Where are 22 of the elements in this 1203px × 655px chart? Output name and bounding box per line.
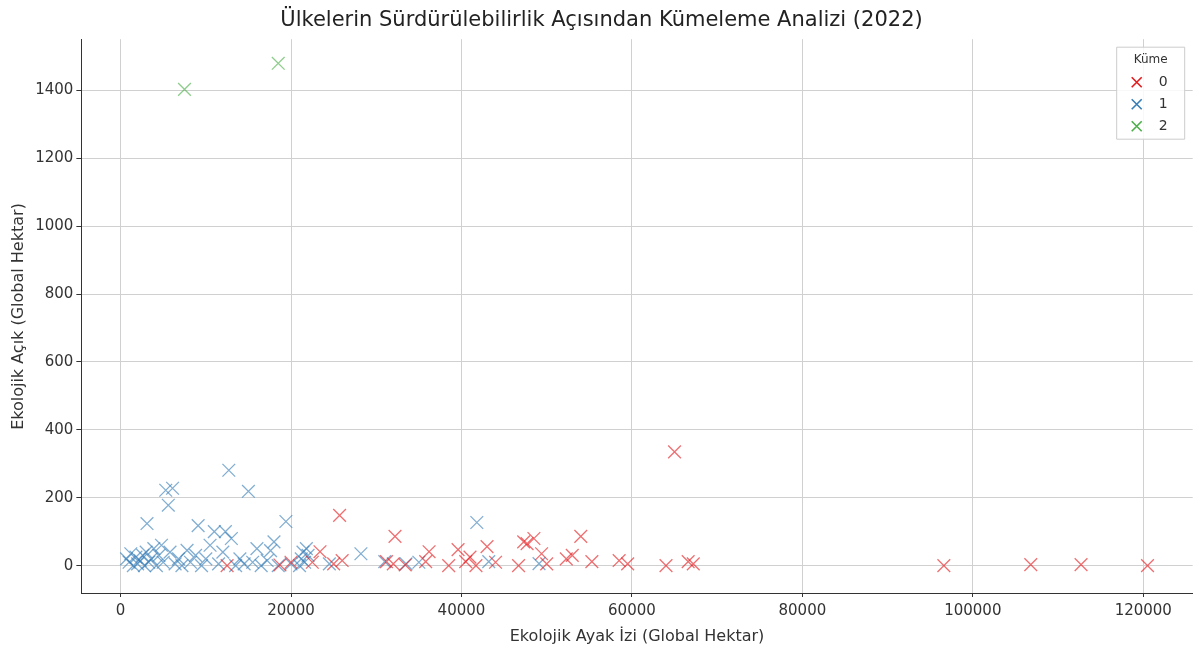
x-tick-label: 100000 xyxy=(944,600,1002,619)
y-tick-label: 0 xyxy=(63,555,74,574)
x-tick-label: 0 xyxy=(115,600,126,619)
x-tick-label: 60000 xyxy=(608,600,656,619)
x-tick-label: 120000 xyxy=(1114,600,1172,619)
legend-label: 2 xyxy=(1158,116,1168,133)
x-tick-label: 40000 xyxy=(437,600,486,619)
y-tick-label: 800 xyxy=(44,283,74,302)
chart-title: Ülkelerin Sürdürülebilirlik Açısından Kümeleme Analizi (2022) xyxy=(280,6,923,32)
x-tick-label: 80000 xyxy=(778,600,827,619)
legend-title: Küme xyxy=(1133,52,1168,67)
y-tick-label: 400 xyxy=(44,419,74,438)
y-tick-label: 600 xyxy=(44,351,74,370)
x-axis-title: Ekolojik Ayak İzi (Global Hektar) xyxy=(509,625,765,645)
y-tick-label: 1200 xyxy=(35,148,74,167)
y-tick-label: 1400 xyxy=(35,80,74,99)
x-tick-label: 20000 xyxy=(267,600,315,619)
legend-label: 0 xyxy=(1158,72,1168,89)
y-axis-title: Ekolojik Açık (Global Hektar) xyxy=(7,203,27,430)
legend-label: 1 xyxy=(1158,94,1168,111)
y-tick-label: 1000 xyxy=(35,216,74,235)
y-tick-label: 200 xyxy=(44,487,74,506)
